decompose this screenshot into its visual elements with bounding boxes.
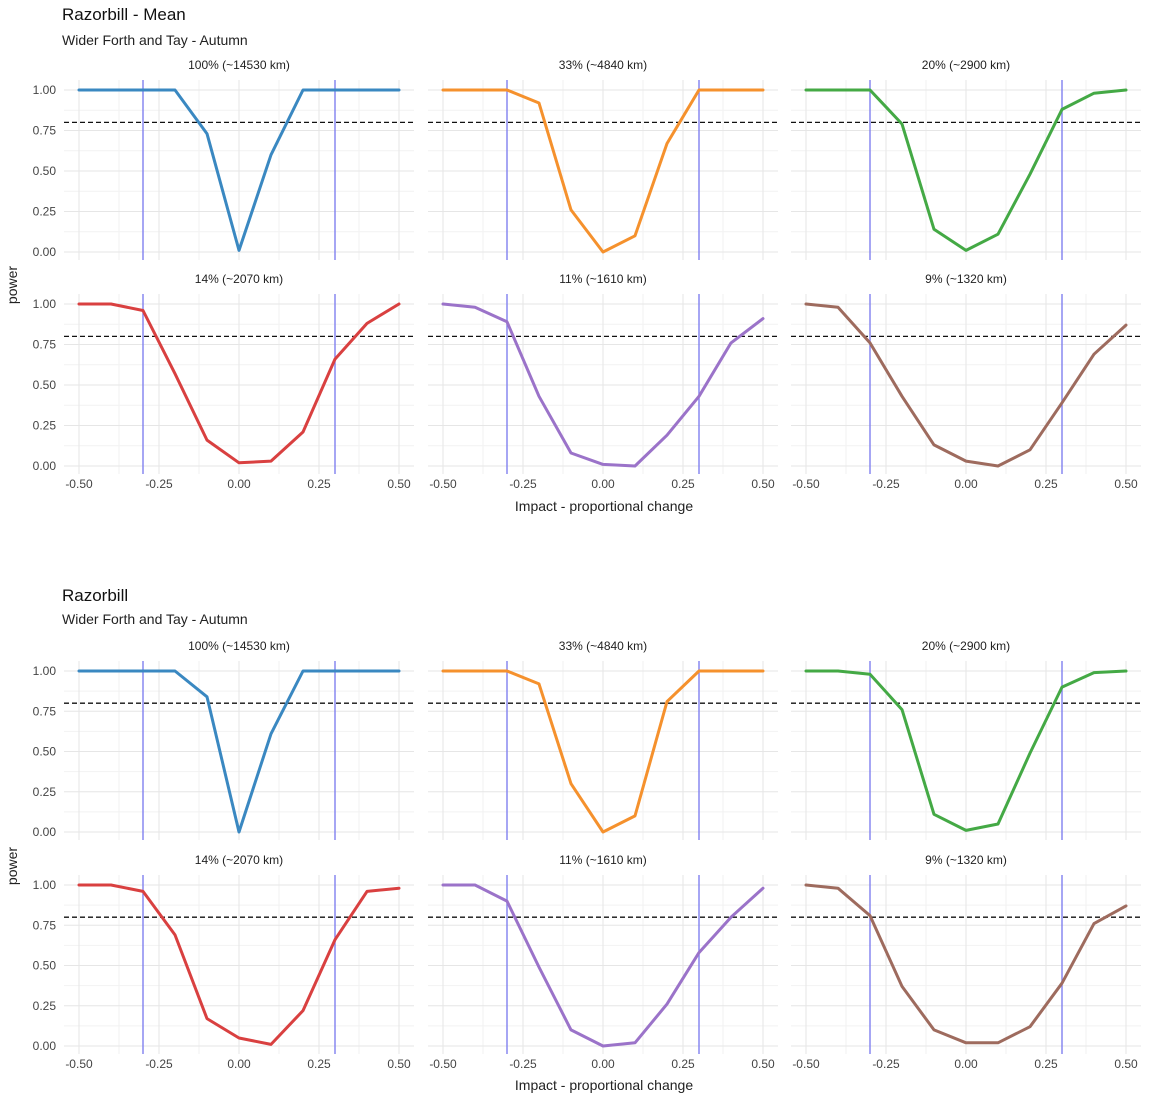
y-tick-label: 0.25: [33, 419, 57, 433]
facet-label: 9% (~1320 km): [925, 853, 1007, 867]
facet-label: 11% (~1610 km): [559, 272, 647, 286]
chart-subtitle: Wider Forth and Tay - Autumn: [62, 611, 248, 627]
facet-label: 20% (~2900 km): [922, 639, 1010, 653]
y-tick-label: 0.25: [33, 785, 57, 799]
x-tick-label: 0.25: [1034, 477, 1058, 491]
y-tick-label: 0.75: [33, 124, 57, 138]
x-tick-label: -0.50: [792, 477, 820, 491]
y-tick-label: 0.75: [33, 704, 57, 718]
series-line: [77, 669, 401, 834]
facet-label: 33% (~4840 km): [559, 58, 647, 72]
chart-title: Razorbill - Mean: [62, 5, 186, 24]
x-tick-label: -0.50: [429, 1057, 457, 1071]
x-tick-label: 0.25: [671, 1057, 695, 1071]
y-tick-label: 0.00: [33, 459, 57, 473]
x-tick-label: -0.25: [872, 477, 900, 491]
facet-panel: 33% (~4840 km): [428, 58, 778, 260]
facet-label: 14% (~2070 km): [195, 272, 283, 286]
x-tick-label: 0.00: [227, 477, 251, 491]
facet-panel: 20% (~2900 km): [791, 58, 1141, 260]
x-tick-label: 0.00: [591, 477, 615, 491]
series-line: [441, 88, 765, 254]
facet-label: 20% (~2900 km): [922, 58, 1010, 72]
series-line: [804, 669, 1128, 832]
x-tick-label: -0.25: [872, 1057, 900, 1071]
x-axis-title: Impact - proportional change: [515, 498, 693, 514]
facet-label: 11% (~1610 km): [559, 853, 647, 867]
x-tick-label: 0.25: [307, 477, 331, 491]
series-line: [441, 302, 765, 468]
facet-label: 100% (~14530 km): [188, 639, 290, 653]
facet-label: 9% (~1320 km): [925, 272, 1007, 286]
y-tick-label: 0.50: [33, 745, 57, 759]
y-tick-label: 0.75: [33, 338, 57, 352]
y-tick-label: 1.00: [33, 664, 57, 678]
facet-panel: 9% (~1320 km) -0.50 -0.25 0.00 0.25 0.50: [791, 853, 1141, 1071]
series-line: [804, 302, 1128, 468]
y-tick-label: 1.00: [33, 83, 57, 97]
facet-label: 100% (~14530 km): [188, 58, 290, 72]
x-tick-label: 0.00: [591, 1057, 615, 1071]
y-axis-title: power: [4, 266, 20, 304]
chart-block-1: Razorbill Wider Forth and Tay - Autumn 100…: [4, 586, 1141, 1093]
x-tick-label: 0.00: [227, 1057, 251, 1071]
x-tick-label: -0.25: [509, 1057, 537, 1071]
x-tick-label: -0.50: [792, 1057, 820, 1071]
y-tick-label: 1.00: [33, 297, 57, 311]
x-tick-label: -0.25: [145, 477, 173, 491]
x-tick-label: 0.50: [1114, 1057, 1138, 1071]
facet-panel: 33% (~4840 km): [428, 639, 778, 840]
x-tick-label: 0.00: [954, 1057, 978, 1071]
y-tick-label: 0.50: [33, 164, 57, 178]
series-line: [441, 669, 765, 834]
facet-panel: 11% (~1610 km) -0.50 -0.25 0.00 0.25 0.50: [428, 272, 778, 491]
series-line: [441, 883, 765, 1048]
facet-label: 14% (~2070 km): [195, 853, 283, 867]
x-tick-label: 0.25: [671, 477, 695, 491]
chart-title: Razorbill: [62, 586, 128, 605]
y-tick-label: 0.75: [33, 918, 57, 932]
series-line: [77, 88, 401, 252]
x-tick-label: 0.00: [954, 477, 978, 491]
facet-panel: 100% (~14530 km) 0.00 0.25 0.50 0.75 1.00: [33, 639, 414, 840]
y-tick-label: 0.25: [33, 205, 57, 219]
y-axis-title: power: [4, 847, 20, 885]
y-tick-label: 1.00: [33, 878, 57, 892]
y-tick-label: 0.00: [33, 1039, 57, 1053]
x-tick-label: -0.50: [429, 477, 457, 491]
x-tick-label: 0.50: [387, 1057, 411, 1071]
series-line: [804, 88, 1128, 252]
series-line: [804, 883, 1128, 1045]
y-tick-label: 0.50: [33, 378, 57, 392]
x-tick-label: -0.50: [65, 477, 93, 491]
facet-label: 33% (~4840 km): [559, 639, 647, 653]
y-tick-label: 0.00: [33, 825, 57, 839]
x-tick-label: 0.25: [307, 1057, 331, 1071]
x-tick-label: 0.50: [751, 1057, 775, 1071]
facet-panel: 14% (~2070 km) 0.00 0.25 0.50 0.75 1.00 -0.50 -…: [33, 272, 414, 491]
facet-panel: 20% (~2900 km): [791, 639, 1141, 840]
x-tick-label: -0.50: [65, 1057, 93, 1071]
x-tick-label: -0.25: [145, 1057, 173, 1071]
facet-panel: 14% (~2070 km) 0.00 0.25 0.50 0.75 1.00 -0.50 -…: [33, 853, 414, 1071]
chart-subtitle: Wider Forth and Tay - Autumn: [62, 32, 248, 48]
y-tick-label: 0.50: [33, 959, 57, 973]
series-line: [77, 302, 401, 465]
series-line: [77, 883, 401, 1046]
x-tick-label: 0.50: [1114, 477, 1138, 491]
facet-panel: 11% (~1610 km) -0.50 -0.25 0.00 0.25 0.50: [428, 853, 778, 1071]
x-tick-label: 0.50: [751, 477, 775, 491]
x-axis-title: Impact - proportional change: [515, 1077, 693, 1093]
facet-panel: 100% (~14530 km) 0.00 0.25 0.50 0.75 1.00: [33, 58, 414, 260]
y-tick-label: 0.25: [33, 999, 57, 1013]
x-tick-label: -0.25: [509, 477, 537, 491]
x-tick-label: 0.50: [387, 477, 411, 491]
x-tick-label: 0.25: [1034, 1057, 1058, 1071]
y-tick-label: 0.00: [33, 245, 57, 259]
chart-block-0: Razorbill - Mean Wider Forth and Tay - Au…: [4, 5, 1141, 514]
facet-panel: 9% (~1320 km) -0.50 -0.25 0.00 0.25 0.50: [791, 272, 1141, 491]
